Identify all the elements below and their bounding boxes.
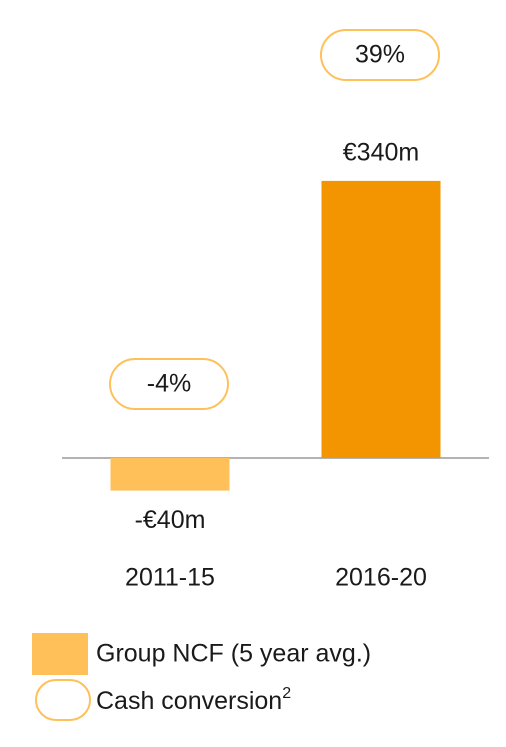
value-label: -€40m (135, 506, 206, 534)
conversion-label: -4% (147, 370, 191, 398)
legend-text: Cash conversion (96, 687, 282, 715)
bar (321, 180, 441, 458)
conversion-pill (320, 29, 440, 81)
bar (110, 458, 230, 491)
conversion-label: 39% (355, 41, 405, 69)
conversion-pill (109, 358, 229, 410)
legend-pill (35, 679, 91, 721)
legend-swatch (32, 633, 88, 675)
value-label: €340m (343, 139, 419, 167)
legend-label: Group NCF (5 year avg.) (96, 640, 371, 668)
x-tick-label: 2011-15 (125, 564, 215, 592)
footnote: 2 (282, 685, 291, 702)
x-tick-label: 2016-20 (335, 564, 427, 592)
legend-label: Cash conversion2 (96, 685, 291, 714)
